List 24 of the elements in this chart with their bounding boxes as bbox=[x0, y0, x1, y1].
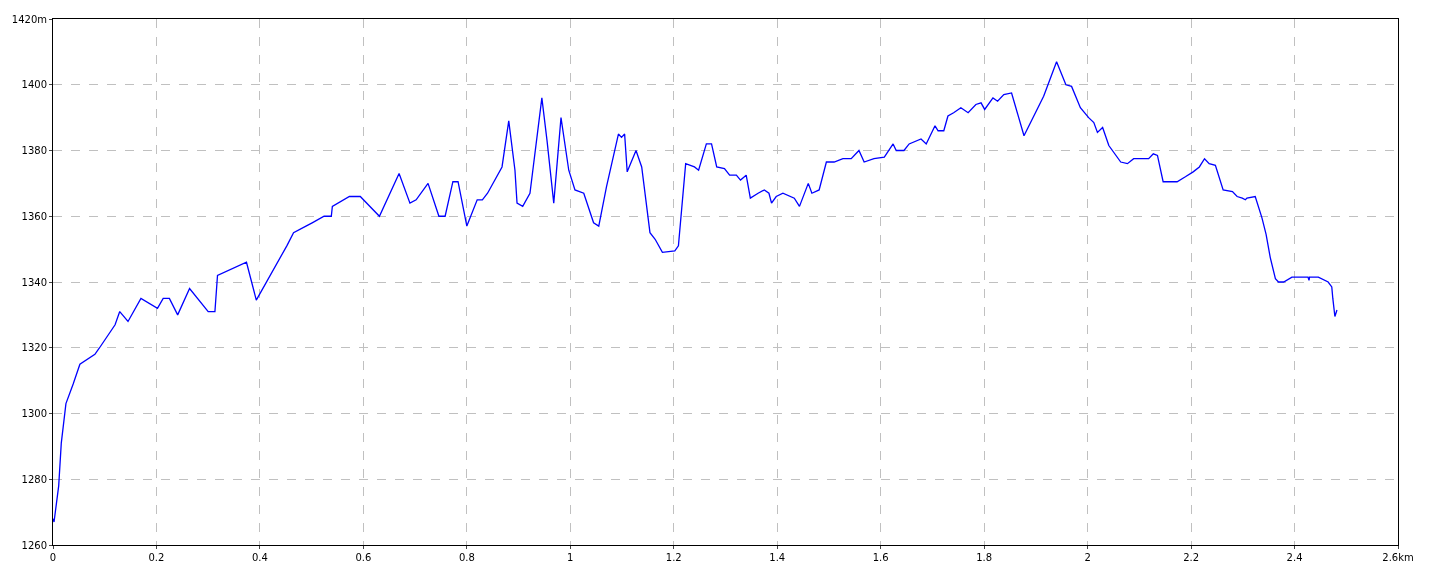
line-series bbox=[53, 61, 1338, 523]
x-tick-label: 0.4 bbox=[251, 552, 268, 563]
x-tick-label: 1.6 bbox=[872, 552, 889, 563]
y-tick-label: 1380 bbox=[21, 145, 47, 156]
x-tick-label: 1.4 bbox=[769, 552, 786, 563]
y-tick-label: 1420m bbox=[11, 13, 47, 25]
y-tick-label: 1360 bbox=[21, 210, 47, 222]
x-tick-label: 1.2 bbox=[665, 552, 682, 563]
x-tick-label: 1.8 bbox=[976, 552, 993, 563]
x-tick-label: 0.2 bbox=[148, 552, 165, 563]
x-tick-label: 0.6 bbox=[355, 552, 372, 563]
x-tick-label: 0 bbox=[49, 552, 57, 563]
x-tick-label: 0.8 bbox=[458, 552, 475, 563]
y-tick-label: 1300 bbox=[21, 408, 47, 419]
x-tick-label: 1 bbox=[567, 552, 574, 563]
y-tick-label: 1400 bbox=[21, 79, 47, 91]
y-tick-label: 1280 bbox=[21, 473, 47, 485]
y-tick-label: 1320 bbox=[21, 342, 47, 354]
x-tick-label: 2.6km bbox=[1382, 552, 1414, 563]
x-tick-label: 2.4 bbox=[1286, 552, 1303, 563]
y-tick-label: 1260 bbox=[21, 539, 47, 551]
x-tick-label: 2 bbox=[1084, 552, 1091, 563]
x-tick-label: 2.2 bbox=[1183, 552, 1200, 563]
y-tick-label: 1340 bbox=[21, 276, 47, 288]
